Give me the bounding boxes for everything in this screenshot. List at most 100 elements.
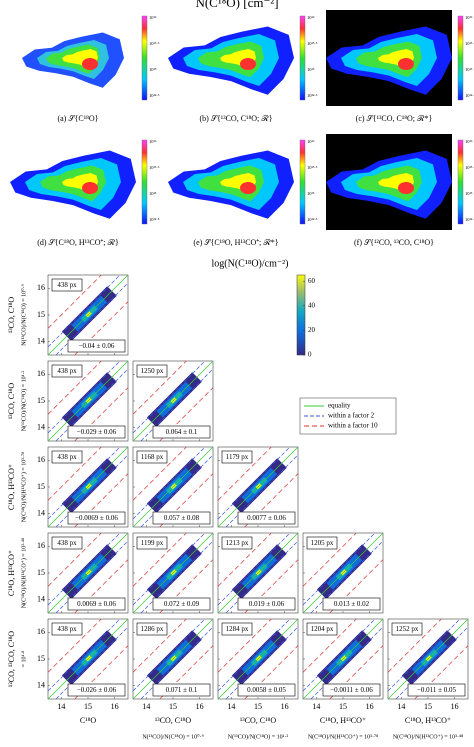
map-caption: (a) 𝒮{C¹⁸O} (57, 114, 98, 123)
reference-line (217, 532, 291, 606)
pixel-count-box (51, 536, 83, 550)
colorbar (296, 274, 306, 356)
pixel-count-box (51, 622, 83, 636)
reference-line (217, 446, 299, 528)
reference-line (310, 626, 384, 700)
map-colorbar-tick-label: 10¹⁵ (307, 191, 315, 196)
colorbar-tick-label: 40 (308, 301, 316, 309)
reference-line (47, 360, 129, 442)
comparison-panel: 14 15 16 438 px −0.04 ± 0.06 (37, 274, 129, 356)
map-colorbar-tick-label: 10¹⁵ (149, 67, 157, 72)
reference-line (140, 626, 214, 700)
x-tick-label: 15 (339, 702, 347, 711)
bias-box (67, 339, 126, 353)
y-tick-label: 14 (37, 508, 45, 517)
reference-line (387, 618, 442, 673)
x-tick-label: 16 (451, 702, 459, 711)
reference-line (47, 446, 121, 520)
map-peak (240, 182, 256, 194)
reference-line (47, 532, 102, 587)
pixel-count: 1213 px (226, 539, 249, 547)
reference-line (55, 368, 129, 442)
reference-line (55, 454, 129, 528)
reference-line (225, 540, 299, 614)
pixel-count: 1204 px (311, 625, 334, 633)
reference-line (302, 532, 357, 587)
map-colorbar (141, 139, 148, 225)
reference-line (302, 532, 376, 606)
comparison-panel: 14 14 15 15 16 16 438 px −0.026 ± 0.06 (37, 618, 129, 711)
pixel-count: 1250 px (141, 367, 164, 375)
column-label: ¹³CO, C¹⁸O (155, 716, 191, 725)
row-label: C¹⁸O, H¹³CO⁺ (7, 550, 16, 596)
reference-line (132, 532, 206, 606)
column-ratio: N(¹³CO)/N(C¹⁸O) = 10¹·² (228, 733, 289, 740)
bias-box (237, 597, 296, 611)
row-label: ¹³CO, C¹⁸O (7, 383, 16, 419)
bias-box (67, 683, 126, 697)
reference-line (47, 274, 121, 348)
map-colorbar-tick-label: 10¹⁴·⁵ (149, 217, 160, 222)
legend-label: within a factor 2 (328, 412, 375, 420)
comparison-panel: 14 15 16 438 px −0.029 ± 0.06 (37, 360, 129, 442)
reference-line (302, 618, 376, 692)
y-tick-label: 15 (37, 482, 45, 491)
map-panel: 10¹⁶ 10¹⁵·⁵ 10¹⁵ 10¹⁴·⁵ (b) 𝒮{¹³CO, C¹⁸O; ℛ} (168, 15, 318, 123)
y-tick-label: 15 (37, 654, 45, 663)
map-peak (82, 58, 98, 70)
reference-line (47, 532, 129, 614)
reference-line (225, 626, 299, 700)
reference-line (132, 618, 187, 673)
x-tick-label: 15 (254, 702, 262, 711)
x-tick-label: 14 (57, 702, 65, 711)
map-colorbar-tick-label: 10¹⁵·⁵ (149, 165, 160, 170)
reference-line (47, 360, 121, 434)
bias-box (67, 511, 126, 525)
comparison-panel: 1168 px 0.057 ± 0.08 (132, 446, 214, 528)
pixel-count: 1179 px (226, 453, 249, 461)
map-colorbar-tick-label: 10¹⁴·⁵ (465, 93, 474, 98)
pixel-count-box (306, 536, 338, 550)
map-colorbar-tick-label: 10¹⁶ (465, 139, 473, 144)
legend-label: equality (328, 402, 351, 410)
y-tick-label: 16 (37, 369, 45, 378)
row-ratio: N(¹³CO)/N(C¹⁸O) = 10⁰·⁹ (20, 284, 27, 345)
pixel-count: 1252 px (396, 625, 419, 633)
x-tick-label: 15 (84, 702, 92, 711)
reference-line (217, 618, 291, 692)
reference-line (55, 626, 129, 700)
map-panel: 10¹⁶ 10¹⁵·⁵ 10¹⁵ 10¹⁴·⁵ (f) 𝒮{¹²CO, ¹³CO, C¹… (326, 134, 474, 247)
bias: 0.057 ± 0.08 (164, 514, 200, 522)
pixel-count: 1205 px (311, 539, 334, 547)
pixel-count: 438 px (57, 625, 77, 633)
map-caption: (c) 𝒮{¹³CO, C¹⁸O; ℛ*} (356, 114, 433, 123)
map-peak (398, 58, 414, 70)
x-tick-label: 16 (111, 702, 119, 711)
reference-line (302, 532, 384, 614)
reference-line (302, 618, 384, 700)
column-ratio: N(¹³CO)/N(C¹⁸O) = 10⁰·⁹ (142, 733, 203, 740)
bias: 0.013 ± 0.02 (334, 600, 370, 608)
reference-line (302, 618, 357, 673)
reference-line (132, 532, 214, 614)
bias-box (152, 597, 211, 611)
reference-line (47, 446, 129, 528)
column-label: C¹⁸O, H¹³CO⁺ (320, 716, 366, 725)
map-caption: (b) 𝒮{¹³CO, C¹⁸O; ℛ} (199, 114, 272, 123)
y-tick-label: 16 (37, 541, 45, 550)
reference-line (47, 446, 102, 501)
pixel-count-box (136, 450, 168, 464)
bias: 0.064 ± 0.1 (166, 428, 198, 436)
x-tick-label: 14 (312, 702, 320, 711)
x-tick-label: 16 (366, 702, 374, 711)
column-label: ¹³CO, C¹⁸O (240, 716, 276, 725)
reference-line (132, 618, 206, 692)
y-tick-label: 15 (37, 568, 45, 577)
reference-line (140, 368, 214, 442)
reference-line (387, 618, 461, 692)
reference-line (217, 618, 272, 673)
map-panel: 10¹⁶ 10¹⁵·⁵ 10¹⁵ 10¹⁴·⁵ (d) 𝒮{C¹⁸O, H¹³CO⁺; … (10, 139, 160, 247)
y-tick-label: 14 (37, 422, 45, 431)
y-tick-label: 14 (37, 680, 45, 689)
